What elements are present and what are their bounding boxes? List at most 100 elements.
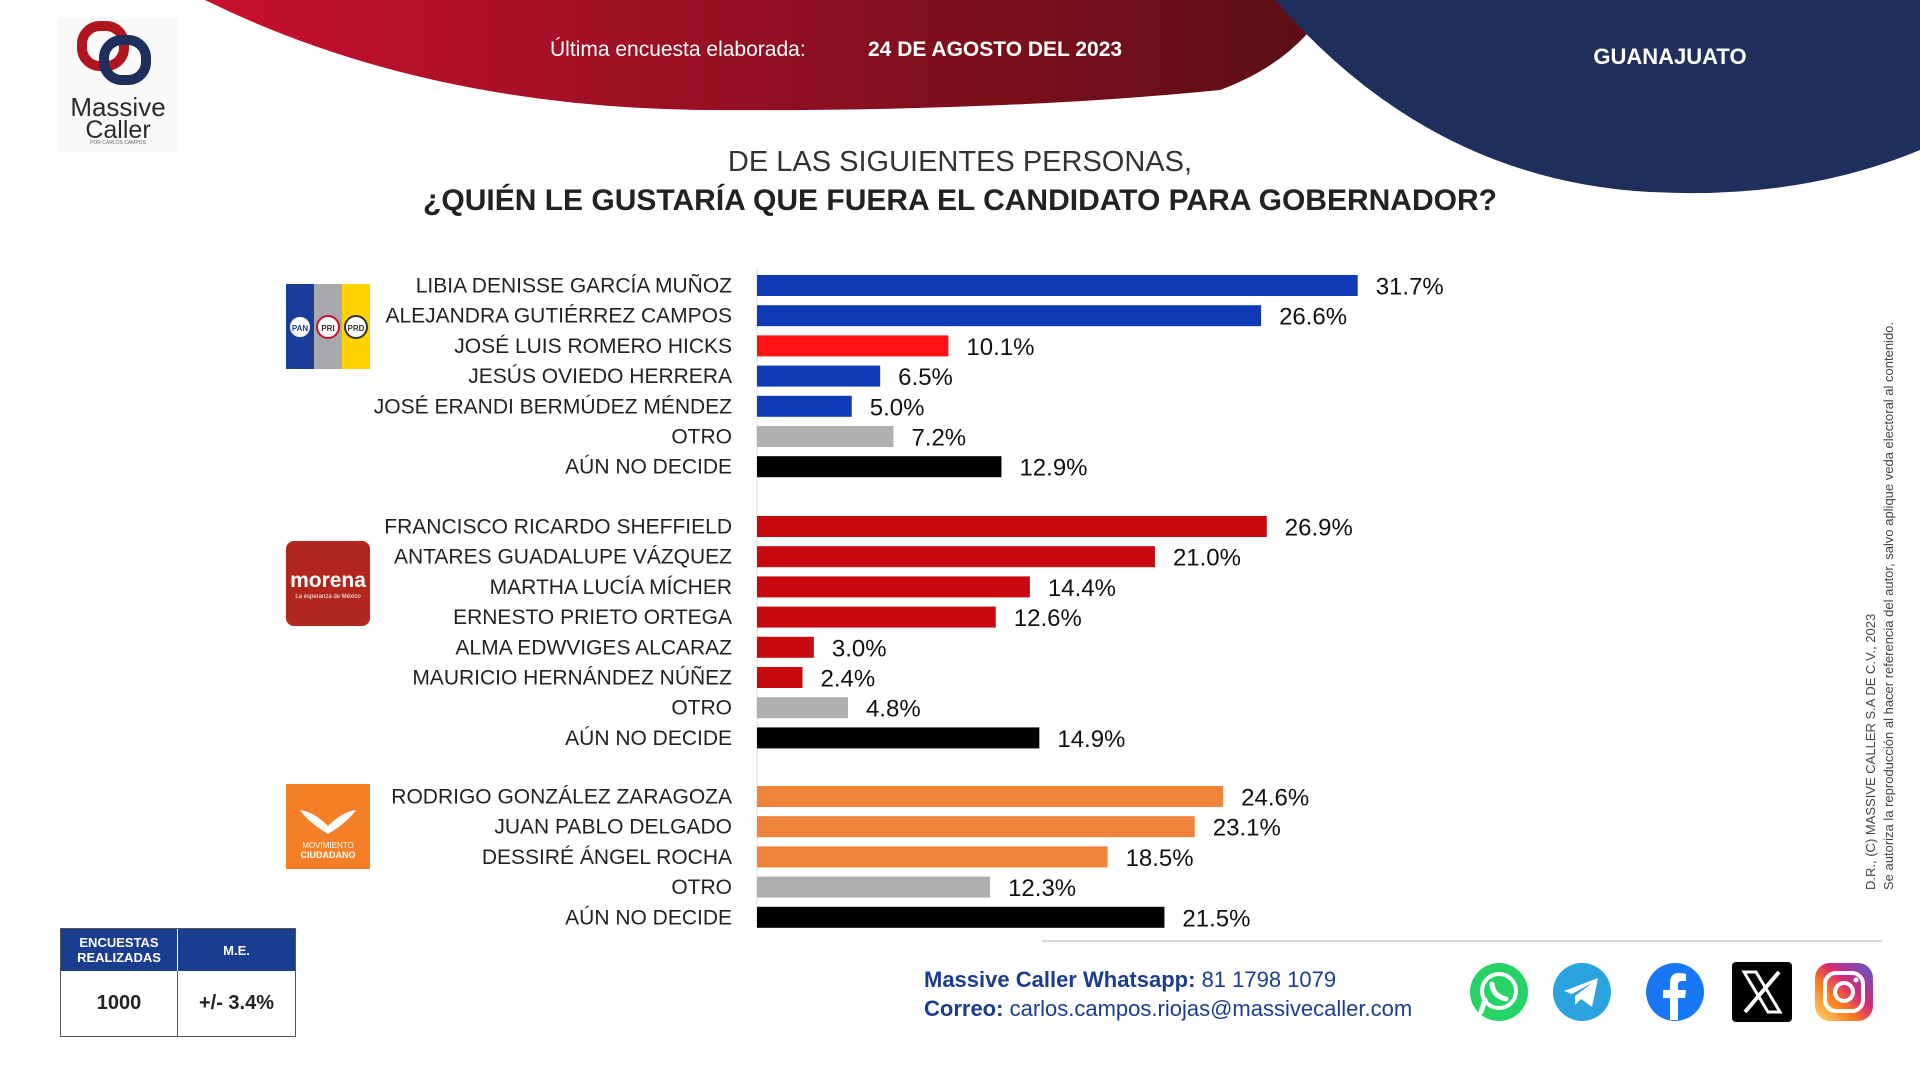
email-label: Correo: [924, 996, 1004, 1021]
data-label: 23.1% [1213, 815, 1281, 842]
party-logo-text: PRI [321, 324, 334, 333]
category-label: ERNESTO PRIETO ORTEGA [453, 606, 732, 629]
category-label: AÚN NO DECIDE [565, 727, 732, 750]
bar [757, 395, 852, 417]
data-label: 26.6% [1279, 304, 1347, 331]
whatsapp-icon[interactable] [1467, 960, 1531, 1024]
margin-value: +/- 3.4% [198, 992, 275, 1014]
region-name: GUANAJUATO [1593, 44, 1747, 69]
mc-logo-text: MOVIMIENTO [302, 841, 353, 850]
category-label: JOSÉ ERANDI BERMÚDEZ MÉNDEZ [374, 395, 732, 418]
banner-red-shape [205, 0, 1330, 111]
contact-whatsapp: Massive Caller Whatsapp: 81 1798 1079 [924, 967, 1336, 993]
bar [757, 727, 1040, 749]
data-label: 14.4% [1048, 575, 1116, 602]
bar [757, 516, 1267, 537]
category-label: DESSIRÉ ÁNGEL ROCHA [482, 846, 732, 869]
party-logo-text: PRD [348, 324, 365, 333]
banner-navy-shape [1275, 0, 1920, 194]
category-label: OTRO [671, 697, 732, 720]
data-label: 21.0% [1173, 545, 1241, 572]
party-logo-circle [344, 315, 368, 339]
footer-divider [1042, 940, 1882, 942]
copyright-line: D.R., (C) MASSIVE CALLER S.A DE C.V., 20… [1863, 613, 1878, 890]
instagram-icon[interactable] [1812, 960, 1876, 1024]
massive-caller-logo [58, 18, 178, 153]
category-label: RODRIGO GONZÁLEZ ZARAGOZA [391, 786, 732, 809]
bar [757, 606, 996, 628]
logo-text-caller: Caller [85, 116, 151, 144]
bar [757, 906, 1165, 928]
bar [757, 426, 894, 447]
eagle-icon [300, 810, 356, 834]
surveys-header: ENCUESTAS REALIZADAS [61, 929, 177, 971]
margin-header: M.E. [178, 929, 295, 971]
category-label: MARTHA LUCÍA MÍCHER [490, 576, 732, 599]
chart-subtitle: ¿QUIÉN LE GUSTARÍA QUE FUERA EL CANDIDAT… [423, 184, 1497, 217]
data-label: 26.9% [1285, 515, 1353, 542]
morena-logo-text: morena [290, 569, 366, 592]
chart-title: DE LAS SIGUIENTES PERSONAS, [727, 146, 1193, 178]
category-label: OTRO [671, 876, 732, 899]
data-label: 2.4% [820, 666, 875, 693]
survey-stats-table: ENCUESTAS REALIZADAS M.E. 1000 +/- 3.4% [60, 928, 296, 1037]
party-logo-circle [288, 315, 312, 339]
data-label: 12.9% [1019, 455, 1087, 482]
bar [757, 275, 1358, 296]
data-label: 7.2% [911, 425, 966, 452]
data-label: 5.0% [870, 394, 925, 421]
logo-mark-icon [77, 21, 151, 85]
data-label: 18.5% [1126, 845, 1194, 872]
whatsapp-label: Massive Caller Whatsapp: [924, 967, 1196, 992]
data-label: 6.5% [898, 364, 953, 391]
category-label: JOSÉ LUIS ROMERO HICKS [454, 335, 732, 358]
data-label: 12.3% [1008, 875, 1076, 902]
contact-email: Correo: carlos.campos.riojas@massivecall… [924, 996, 1412, 1022]
bar [757, 697, 848, 719]
telegram-icon[interactable] [1550, 960, 1614, 1024]
bar [757, 365, 881, 387]
category-label: MAURICIO HERNÁNDEZ NÚÑEZ [412, 666, 732, 690]
data-label: 12.6% [1014, 605, 1082, 632]
category-label: OTRO [671, 426, 732, 449]
data-label: 10.1% [966, 334, 1034, 361]
category-label: JESÚS OVIEDO HERRERA [468, 365, 732, 388]
email-address[interactable]: carlos.campos.riojas@massivecaller.com [1009, 996, 1413, 1021]
data-label: 4.8% [866, 696, 921, 723]
category-label: LIBIA DENISSE GARCÍA MUÑOZ [416, 274, 732, 298]
header-banner [205, 0, 1920, 194]
data-label: 3.0% [832, 635, 887, 662]
facebook-icon[interactable] [1643, 960, 1707, 1024]
data-label: 14.9% [1057, 726, 1125, 753]
data-label: 24.6% [1241, 785, 1309, 812]
logo-tagline: POR CARLOS CAMPOS [90, 140, 146, 146]
x-icon[interactable] [1730, 960, 1794, 1024]
copyright-note: D.R., (C) MASSIVE CALLER S.A DE C.V., 20… [1862, 210, 1898, 890]
morena-logo-tagline: La esperanza de México [295, 594, 361, 600]
category-label: ANTARES GUADALUPE VÁZQUEZ [394, 546, 732, 569]
party-logo-circle [316, 315, 340, 339]
surveys-value: 1000 [61, 971, 178, 1036]
bar [757, 305, 1262, 327]
category-label: FRANCISCO RICARDO SHEFFIELD [384, 516, 732, 539]
category-label: JUAN PABLO DELGADO [494, 816, 732, 839]
bar [757, 546, 1155, 568]
bar [757, 786, 1224, 807]
morena-logo [286, 541, 370, 626]
bar [757, 667, 803, 688]
whatsapp-number: 81 1798 1079 [1201, 967, 1337, 992]
category-label: AÚN NO DECIDE [565, 906, 732, 929]
bar [757, 876, 991, 898]
bar [757, 576, 1030, 598]
party-logo-text: PAN [292, 324, 309, 333]
bar [757, 816, 1195, 838]
bar [757, 636, 814, 658]
bar [757, 456, 1002, 478]
category-label: ALMA EDWVIGES ALCARAZ [455, 636, 732, 659]
survey-date: 24 DE AGOSTO DEL 2023 [868, 38, 1123, 61]
bar [757, 846, 1108, 868]
logo-text-massive: Massive [70, 92, 166, 122]
category-label: AÚN NO DECIDE [565, 456, 732, 479]
data-label: 31.7% [1376, 274, 1444, 301]
mc-logo-text: CIUDADANO [301, 850, 356, 860]
